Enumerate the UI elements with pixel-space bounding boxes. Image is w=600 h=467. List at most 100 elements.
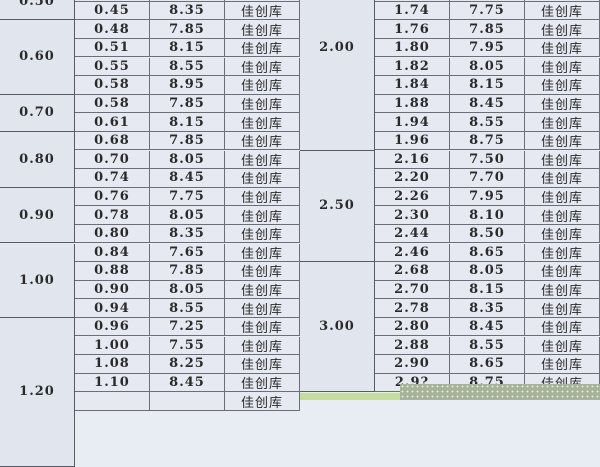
value-cell: 0.88 (75, 262, 150, 281)
name-cell: 佳创库 (225, 131, 300, 151)
value-cell: 0.94 (75, 299, 150, 318)
name-cell: 佳创库 (225, 224, 300, 244)
value-cell: 1.94 (375, 113, 450, 132)
value-cell: 0.55 (75, 57, 150, 77)
value-cell (75, 0, 150, 2)
second-value-cell (150, 392, 225, 411)
second-value-cell: 8.15 (150, 113, 225, 132)
second-value-cell: 8.55 (150, 57, 225, 77)
name-cell (225, 0, 300, 2)
value-cell: 1.82 (375, 57, 450, 77)
value-cell: 0.90 (75, 280, 150, 300)
value-cell (375, 0, 450, 2)
group-label-cell: 0.90 (0, 187, 75, 244)
overlay-box (400, 384, 600, 400)
group-label-cell: 0.50 (0, 0, 75, 21)
group-label-cell: 0.80 (0, 131, 75, 188)
name-cell: 佳创库 (525, 355, 600, 374)
name-cell: 佳创库 (525, 169, 600, 188)
name-cell: 佳创库 (525, 336, 600, 356)
group-label-cell: 1.00 (0, 243, 75, 318)
name-cell: 佳创库 (525, 76, 600, 95)
value-cell: 1.80 (375, 38, 450, 58)
second-value-cell: 8.45 (450, 317, 525, 337)
value-cell: 2.16 (375, 150, 450, 170)
value-cell: 1.96 (375, 131, 450, 151)
name-cell: 佳创库 (525, 224, 600, 244)
second-value-cell: 8.45 (450, 94, 525, 114)
name-cell: 佳创库 (525, 243, 600, 263)
second-value-cell: 8.65 (450, 243, 525, 263)
name-cell: 佳创库 (225, 187, 300, 207)
second-value-cell: 7.85 (150, 262, 225, 281)
name-cell: 佳创库 (225, 299, 300, 318)
second-value-cell: 8.05 (150, 150, 225, 170)
value-cell: 2.78 (375, 299, 450, 318)
second-value-cell: 7.85 (150, 20, 225, 39)
second-value-cell: 7.65 (150, 243, 225, 263)
value-cell: 2.80 (375, 317, 450, 337)
second-value-cell (150, 0, 225, 2)
name-cell: 佳创库 (525, 20, 600, 39)
group-label-cell: 0.70 (0, 94, 75, 132)
value-cell: 2.46 (375, 243, 450, 263)
second-value-cell: 8.15 (450, 280, 525, 300)
second-value-cell: 7.95 (450, 187, 525, 207)
value-cell: 0.48 (75, 20, 150, 39)
name-cell: 佳创库 (225, 355, 300, 374)
second-value-cell: 8.65 (450, 355, 525, 374)
name-cell: 佳创库 (225, 150, 300, 170)
group-label-cell: 2.00 (300, 0, 375, 151)
second-value-cell: 8.95 (150, 76, 225, 95)
second-value-cell: 8.15 (450, 76, 525, 95)
name-cell: 佳创库 (525, 57, 600, 77)
name-cell: 佳创库 (225, 243, 300, 263)
value-cell: 2.90 (375, 355, 450, 374)
value-cell: 0.96 (75, 317, 150, 337)
name-cell: 佳创库 (525, 94, 600, 114)
value-cell: 2.68 (375, 262, 450, 281)
second-value-cell: 8.55 (150, 299, 225, 318)
second-value-cell: 8.05 (450, 57, 525, 77)
second-value-cell: 8.15 (150, 38, 225, 58)
name-cell: 佳创库 (525, 299, 600, 318)
name-cell: 佳创库 (225, 1, 300, 21)
name-cell: 佳创库 (525, 206, 600, 225)
name-cell: 佳创库 (225, 94, 300, 114)
name-cell: 佳创库 (525, 317, 600, 337)
name-cell: 佳创库 (525, 262, 600, 281)
name-cell: 佳创库 (525, 131, 600, 151)
value-cell: 0.58 (75, 76, 150, 95)
value-cell: 1.10 (75, 373, 150, 393)
value-cell: 2.30 (375, 206, 450, 225)
second-value-cell: 7.85 (150, 94, 225, 114)
name-cell: 佳创库 (225, 317, 300, 337)
second-value-cell: 7.95 (450, 38, 525, 58)
value-cell: 0.51 (75, 38, 150, 58)
name-cell: 佳创库 (225, 76, 300, 95)
second-value-cell: 8.45 (150, 169, 225, 188)
second-value-cell: 8.55 (450, 113, 525, 132)
value-cell: 2.20 (375, 169, 450, 188)
second-value-cell: 8.05 (150, 280, 225, 300)
second-value-cell: 8.50 (450, 224, 525, 244)
second-value-cell: 7.75 (150, 187, 225, 207)
second-value-cell: 7.70 (450, 169, 525, 188)
name-cell: 佳创库 (525, 113, 600, 132)
value-cell: 1.74 (375, 1, 450, 21)
name-cell: 佳创库 (225, 20, 300, 39)
name-cell: 佳创库 (225, 336, 300, 356)
value-cell (75, 392, 150, 411)
value-cell: 1.76 (375, 20, 450, 39)
second-value-cell: 7.50 (450, 150, 525, 170)
second-value-cell (450, 0, 525, 2)
second-value-cell: 7.25 (150, 317, 225, 337)
second-value-cell: 7.75 (450, 1, 525, 21)
value-cell: 0.78 (75, 206, 150, 225)
group-label-cell: 0.60 (0, 20, 75, 95)
second-value-cell: 7.85 (450, 20, 525, 39)
value-cell: 0.74 (75, 169, 150, 188)
name-cell: 佳创库 (225, 38, 300, 58)
name-cell: 佳创库 (225, 280, 300, 300)
name-cell: 佳创库 (225, 262, 300, 281)
